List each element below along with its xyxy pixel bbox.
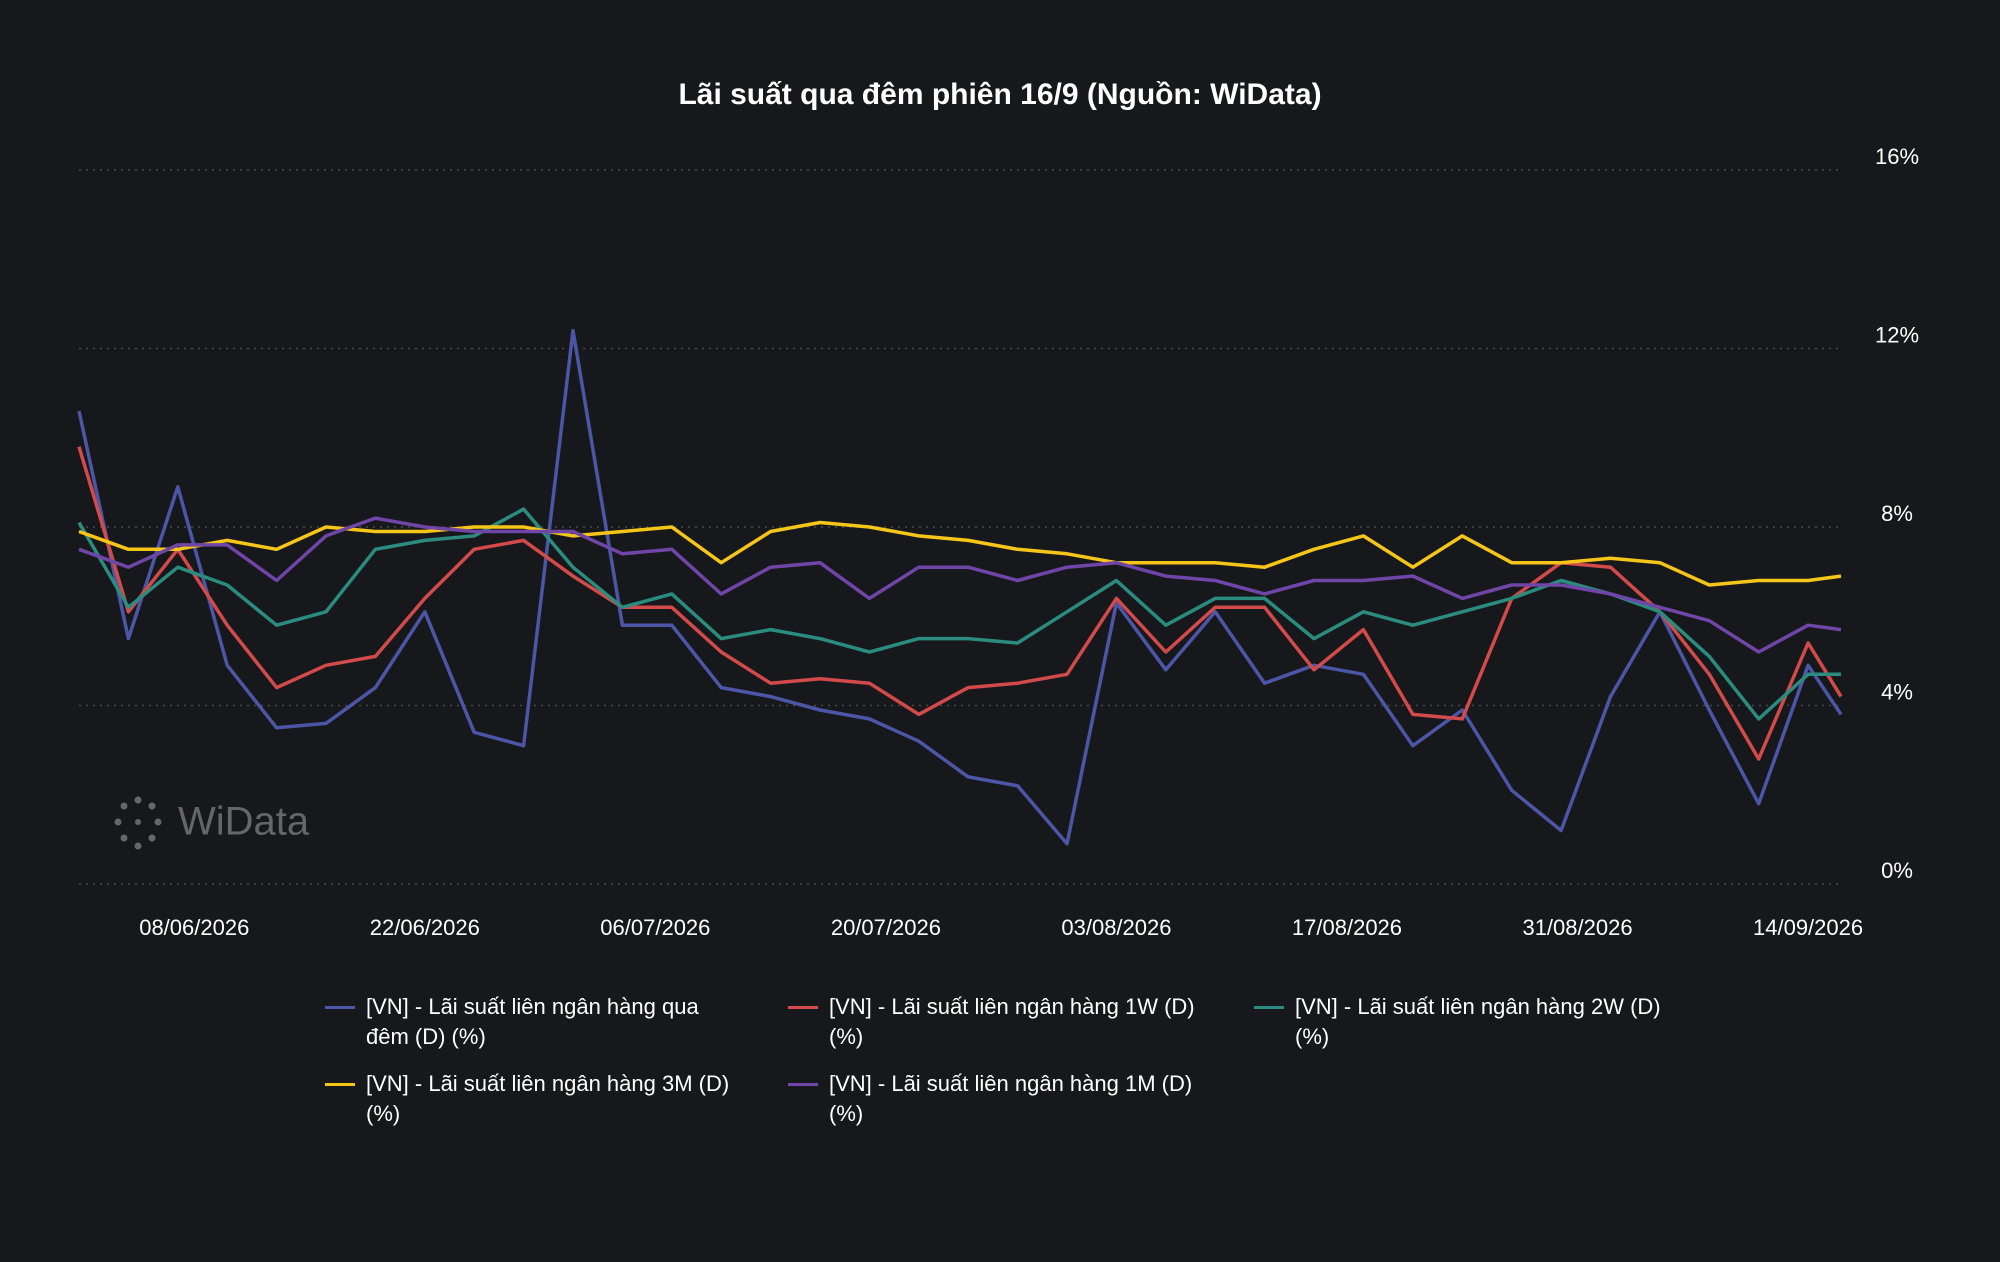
y-tick-label: 0% xyxy=(1881,858,1913,883)
chart-title: Lãi suất qua đêm phiên 16/9 (Nguồn: WiDa… xyxy=(678,78,1321,111)
watermark-icon xyxy=(114,796,162,850)
x-tick-label: 31/08/2026 xyxy=(1522,915,1632,940)
legend-swatch xyxy=(788,1006,818,1009)
legend-item: [VN] - Lãi suất liên ngân hàng 3M (D) (%… xyxy=(325,1069,736,1129)
legend-swatch xyxy=(325,1006,355,1009)
legend-swatch xyxy=(325,1083,355,1086)
x-tick-label: 22/06/2026 xyxy=(370,915,480,940)
legend-label: [VN] - Lãi suất liên ngân hàng 1M (D) (%… xyxy=(829,1071,1193,1126)
legend-item: [VN] - Lãi suất liên ngân hàng 1W (D) (%… xyxy=(788,992,1199,1052)
x-tick-label: 14/09/2026 xyxy=(1753,915,1863,940)
y-tick-label: 12% xyxy=(1875,322,1919,347)
legend-label: [VN] - Lãi suất liên ngân hàng 2W (D) (%… xyxy=(1295,994,1661,1049)
legend-item: [VN] - Lãi suất liên ngân hàng 2W (D) (%… xyxy=(1254,992,1665,1052)
series-line xyxy=(78,520,1842,587)
x-tick-label: 20/07/2026 xyxy=(831,915,941,940)
x-tick-label: 17/08/2026 xyxy=(1292,915,1402,940)
y-tick-label: 4% xyxy=(1881,679,1913,704)
legend-label: [VN] - Lãi suất liên ngân hàng 1W (D) (%… xyxy=(829,994,1195,1049)
legend-label: [VN] - Lãi suất liên ngân hàng 3M (D) (%… xyxy=(366,1071,730,1126)
legend-item: [VN] - Lãi suất liên ngân hàng qua đêm (… xyxy=(325,992,736,1052)
watermark: WiData xyxy=(178,800,310,844)
series-line xyxy=(77,328,1843,846)
legend-label: [VN] - Lãi suất liên ngân hàng qua đêm (… xyxy=(366,994,699,1049)
y-tick-label: 16% xyxy=(1875,144,1919,169)
series-line xyxy=(78,516,1842,654)
series-line xyxy=(77,507,1841,721)
legend-swatch xyxy=(788,1083,818,1086)
legend-swatch xyxy=(1254,1006,1284,1009)
y-tick-label: 8% xyxy=(1881,501,1913,526)
x-tick-label: 03/08/2026 xyxy=(1061,915,1171,940)
x-tick-label: 08/06/2026 xyxy=(139,915,249,940)
x-tick-label: 06/07/2026 xyxy=(600,915,710,940)
legend-item: [VN] - Lãi suất liên ngân hàng 1M (D) (%… xyxy=(788,1069,1199,1129)
